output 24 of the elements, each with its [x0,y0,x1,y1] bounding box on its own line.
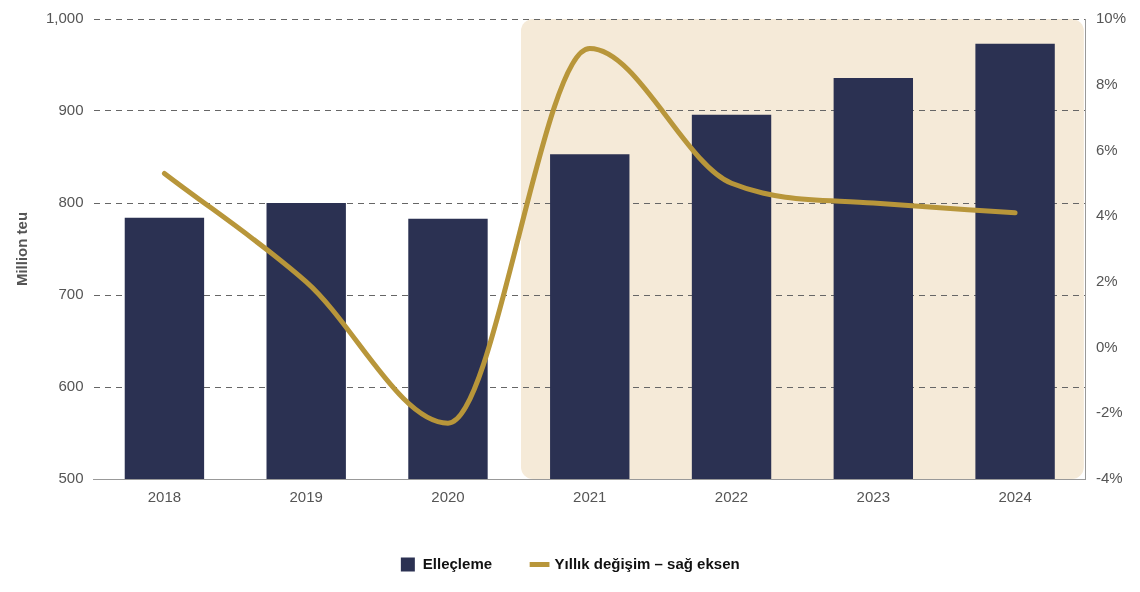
x-tick-label: 2018 [147,488,182,506]
x-tick-label: 2022 [714,488,749,506]
y-axis-title: Million teu [13,211,31,287]
y-tick-label: 500 [58,469,84,487]
y-tick-label: 600 [58,377,84,395]
y-tick-label: 800 [58,193,84,211]
y2-tick-label: 0% [1095,337,1118,355]
x-tick-label: 2024 [998,488,1032,506]
x-tick-label: 2023 [856,488,890,506]
y2-tick-label: 10% [1095,9,1127,27]
y2-tick-label: 4% [1095,206,1118,224]
y-tick-label: 900 [58,101,84,119]
x-tick-label: 2019 [289,488,323,506]
y2-tick-label: -2% [1095,403,1123,421]
y2-tick-label: 6% [1095,140,1118,158]
y-tick-label: 1,000 [45,9,84,27]
legend-label: Elleçleme [422,554,493,572]
y2-tick-label: -4% [1095,469,1123,487]
y2-tick-label: 8% [1095,74,1118,92]
x-tick-label: 2021 [573,488,607,506]
x-tick-label: 2020 [431,488,465,506]
y2-tick-label: 2% [1095,272,1118,289]
y-tick-label: 700 [58,285,84,303]
legend-label: Yıllık değişim – sağ eksen [554,554,740,572]
